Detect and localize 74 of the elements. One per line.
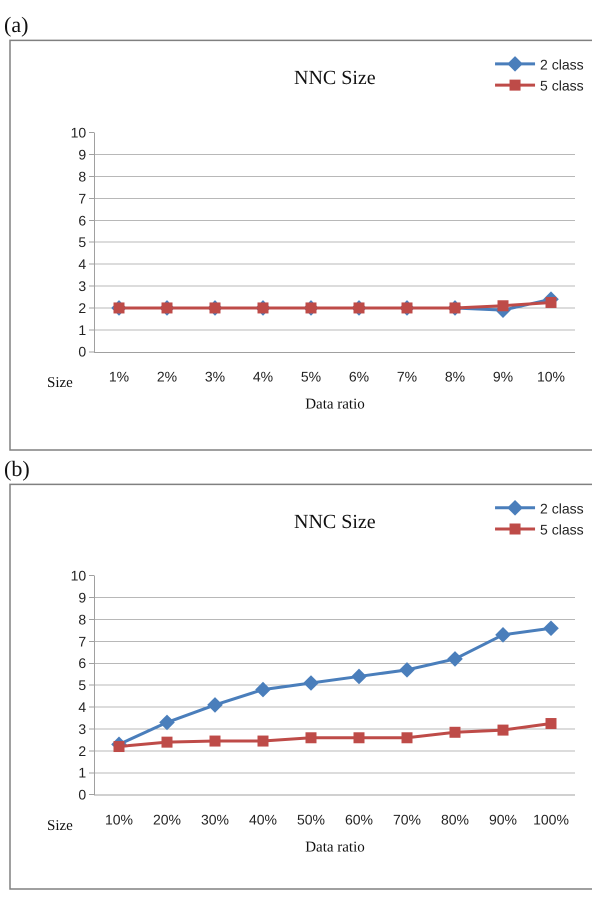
y-tick-label: 8 [78,611,86,628]
y-tick-label: 8 [78,168,86,184]
y-tick-label: 5 [78,677,86,694]
point [402,732,412,744]
x-tick-label: 100% [533,812,569,828]
y-tick-label: 2 [78,300,86,316]
x-axis-title: Data ratio [305,840,365,856]
x-tick-label: 8% [444,368,466,385]
point [303,675,319,691]
point [354,732,364,744]
y-tick-label: 0 [78,786,86,803]
x-tick-label: 50% [296,812,326,828]
x-tick-label: 9% [492,368,514,385]
point [351,668,367,684]
x-tick-label: 5% [300,368,322,385]
point [255,682,271,698]
y-tick-label: 9 [78,146,86,163]
point [447,651,463,667]
y-tick-label: 7 [78,633,86,650]
y-tick-label: 1 [78,764,86,781]
point [450,726,460,738]
y-axis-title: Size [47,818,74,834]
x-tick-label: 6% [348,368,370,385]
point [159,714,175,730]
point [498,300,508,312]
point [207,697,223,713]
y-axis-title: Size [47,375,74,391]
y-tick-label: 2 [78,742,86,759]
y-tick-label: 0 [78,344,86,360]
x-tick-label: 60% [344,812,374,828]
point [495,627,511,643]
point [399,662,415,678]
x-axis-title: Data ratio [305,396,365,413]
point [162,736,172,748]
point [546,296,556,308]
chart-title: NNC Size [294,67,376,89]
y-tick-label: 4 [78,699,86,715]
x-tick-label: 2% [156,368,178,385]
y-tick-label: 6 [78,212,86,228]
legend-label: 2 class [540,500,584,516]
legend-label: 5 class [540,78,584,94]
y-tick-label: 1 [78,322,86,338]
x-tick-label: 30% [200,812,230,828]
text: (b) [4,456,30,481]
x-tick-label: 10% [536,368,566,385]
y-tick-label: 10 [70,124,86,141]
x-tick-label: 1% [108,368,130,385]
y-tick-label: 3 [78,720,86,737]
y-tick-label: 9 [78,589,86,606]
point [543,620,559,636]
y-tick-label: 3 [78,278,86,294]
text: (a) [4,12,28,37]
x-tick-label: 4% [252,368,274,385]
x-tick-label: 90% [488,812,518,828]
chart-title: NNC Size [294,511,376,533]
y-tick-label: 10 [70,568,86,584]
legend-label: 2 class [540,56,584,72]
y-tick-label: 7 [78,190,86,206]
point [210,736,220,747]
y-tick-label: 6 [78,655,86,672]
point [258,736,268,747]
y-tick-label: 4 [78,256,86,272]
point [306,732,316,744]
point [546,718,556,730]
x-tick-label: 3% [204,368,226,385]
x-tick-label: 20% [152,812,182,828]
x-tick-label: 7% [396,368,418,385]
x-tick-label: 70% [392,812,422,828]
x-tick-label: 80% [440,812,470,828]
y-tick-label: 5 [78,234,86,250]
point [498,724,508,736]
x-tick-label: 40% [248,812,278,828]
legend-label: 5 class [540,521,584,538]
x-tick-label: 10% [104,812,134,828]
